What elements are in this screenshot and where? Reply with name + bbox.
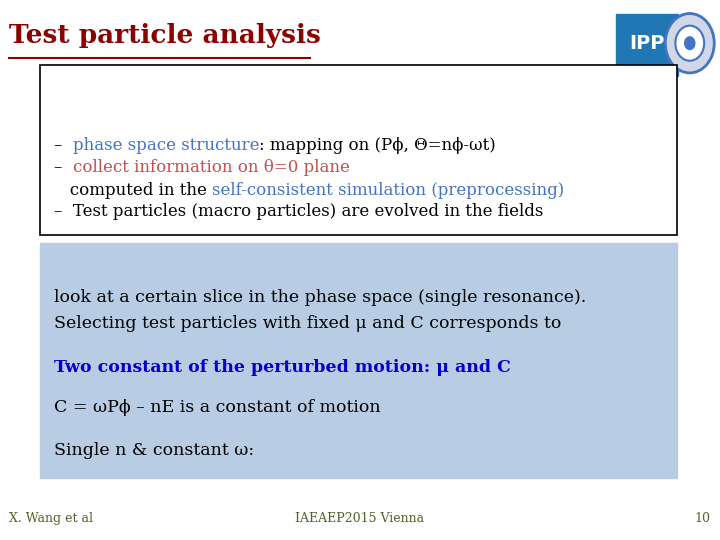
Text: –: – bbox=[54, 159, 73, 176]
Text: –: – bbox=[54, 137, 73, 154]
Text: C = ωPϕ – nE is a constant of motion: C = ωPϕ – nE is a constant of motion bbox=[54, 399, 381, 416]
Text: –  Test particles (macro particles) are evolved in the fields: – Test particles (macro particles) are e… bbox=[54, 203, 544, 220]
Text: IPP: IPP bbox=[629, 33, 665, 53]
Text: : mapping on (Pϕ, Θ=nϕ-ωt): : mapping on (Pϕ, Θ=nϕ-ωt) bbox=[259, 137, 496, 154]
Text: Selecting test particles with fixed μ and C corresponds to: Selecting test particles with fixed μ an… bbox=[54, 315, 562, 333]
Text: look at a certain slice in the phase space (single resonance).: look at a certain slice in the phase spa… bbox=[54, 288, 586, 306]
Text: collect information on θ=0 plane: collect information on θ=0 plane bbox=[73, 159, 350, 176]
Text: IAEAEP2015 Vienna: IAEAEP2015 Vienna bbox=[295, 512, 425, 525]
Ellipse shape bbox=[675, 25, 704, 60]
Text: computed in the: computed in the bbox=[54, 181, 212, 199]
Text: X. Wang et al: X. Wang et al bbox=[9, 512, 94, 525]
Text: phase space structure: phase space structure bbox=[73, 137, 259, 154]
Text: self-consistent simulation (preprocessing): self-consistent simulation (preprocessin… bbox=[212, 181, 564, 199]
Text: Two constant of the perturbed motion: μ and C: Two constant of the perturbed motion: μ … bbox=[54, 359, 511, 376]
FancyBboxPatch shape bbox=[616, 14, 678, 76]
Text: Single n & constant ω:: Single n & constant ω: bbox=[54, 442, 254, 460]
Ellipse shape bbox=[665, 14, 714, 73]
Ellipse shape bbox=[684, 36, 696, 50]
FancyBboxPatch shape bbox=[40, 243, 677, 478]
Text: 10: 10 bbox=[695, 512, 711, 525]
Text: Test particle analysis: Test particle analysis bbox=[9, 23, 321, 48]
FancyBboxPatch shape bbox=[40, 65, 677, 235]
